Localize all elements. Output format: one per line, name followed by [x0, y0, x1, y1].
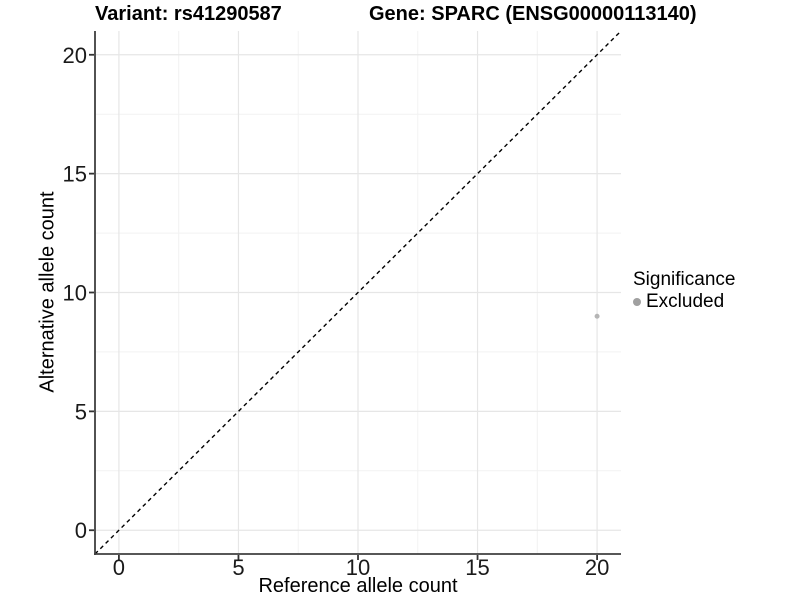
plot-title-variant: Variant: rs41290587: [95, 3, 282, 25]
svg-text:0: 0: [113, 555, 125, 580]
x-axis-title: Reference allele count: [258, 575, 458, 597]
axis-tick-marks: [89, 53, 598, 560]
plot-title-gene: Gene: SPARC (ENSG00000113140): [369, 3, 697, 25]
data-points: [594, 313, 600, 319]
legend-item-label: Excluded: [646, 291, 725, 312]
svg-text:5: 5: [232, 555, 244, 580]
svg-text:20: 20: [585, 555, 609, 580]
legend-key-dot-icon: [633, 298, 641, 306]
identity-dashed-line: [94, 30, 622, 555]
y-axis-title: Alternative allele count: [36, 191, 59, 393]
svg-text:5: 5: [75, 399, 87, 424]
svg-text:10: 10: [63, 281, 87, 306]
legend-item-excluded: Excluded: [633, 292, 735, 312]
svg-text:15: 15: [465, 555, 489, 580]
svg-text:0: 0: [75, 518, 87, 543]
legend: Significance Excluded: [633, 269, 735, 312]
axis-lines: [94, 31, 621, 555]
svg-text:15: 15: [63, 162, 87, 187]
data-point: [594, 313, 600, 319]
svg-text:20: 20: [63, 43, 87, 68]
svg-text:10: 10: [346, 555, 370, 580]
y-axis-tick-labels: 0 5 10 15 20: [63, 43, 87, 543]
legend-title: Significance: [633, 269, 736, 290]
x-axis-tick-labels: 0 5 10 15 20: [113, 555, 610, 580]
